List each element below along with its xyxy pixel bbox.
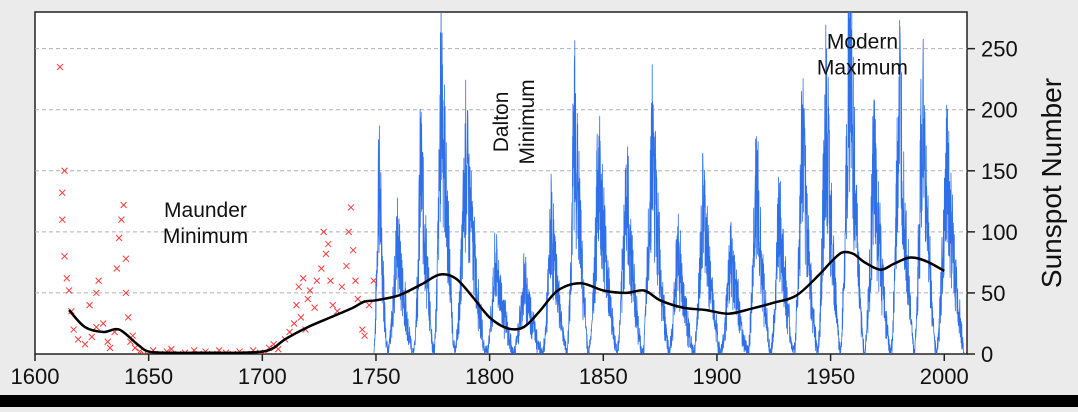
observation-mark	[347, 204, 355, 211]
x-tick-label: 1750	[351, 364, 400, 389]
observation-mark	[124, 314, 132, 321]
smoothed-trend-series	[68, 250, 945, 354]
observation-mark	[70, 326, 77, 333]
x-tick-label: 1800	[465, 364, 514, 389]
y-tick-label: 250	[981, 37, 1018, 62]
observation-mark	[58, 216, 66, 223]
observation-mark	[65, 287, 73, 294]
observation-mark	[115, 234, 123, 242]
observation-mark	[136, 348, 143, 354]
x-tick-label: 1600	[11, 364, 60, 389]
y-tick-label: 200	[981, 98, 1018, 123]
observation-mark	[299, 274, 307, 282]
observation-mark	[95, 277, 103, 285]
observation-mark	[113, 265, 121, 272]
observation-mark	[286, 328, 293, 336]
observation-mark	[295, 283, 303, 291]
observation-mark	[81, 340, 89, 348]
observation-mark	[338, 283, 346, 291]
observation-mark	[349, 246, 357, 254]
observation-mark	[118, 216, 125, 223]
monthly-sunspot-line	[373, 12, 965, 354]
observation-mark	[304, 295, 312, 303]
observation-mark	[320, 228, 328, 236]
y-axis: 0 50 100 150 200 250	[967, 37, 1018, 367]
observation-mark	[329, 301, 337, 309]
monthly-sunspot-series	[373, 12, 965, 354]
observation-mark	[361, 332, 368, 340]
observation-mark	[61, 167, 68, 175]
observation-mark	[61, 252, 68, 260]
annotations: Maunder Minimum Dalton Minimum Modern Maximum	[163, 31, 908, 249]
observation-mark	[354, 295, 362, 303]
observation-mark	[311, 304, 318, 311]
observation-mark	[365, 301, 373, 309]
x-tick-label: 1950	[806, 364, 855, 389]
y-axis-label: Sunspot Number	[1036, 78, 1067, 288]
observation-mark	[306, 287, 314, 294]
annotation-label: Dalton Minimum	[490, 79, 539, 164]
annotation-label: Modern Maximum	[817, 31, 908, 80]
observation-mark	[99, 320, 107, 327]
observation-mark	[297, 314, 305, 321]
observation-mark	[56, 63, 64, 71]
observation-mark	[293, 301, 300, 309]
observation-mark	[327, 277, 334, 285]
x-tick-label: 1700	[238, 364, 287, 389]
plot-content: Maunder Minimum Dalton Minimum Modern Maximum	[56, 12, 965, 354]
y-tick-label: 100	[981, 220, 1018, 245]
observation-mark	[122, 255, 130, 263]
observation-mark	[370, 277, 378, 285]
observation-mark	[63, 274, 71, 282]
observation-mark	[120, 201, 128, 209]
observation-mark	[358, 326, 366, 333]
x-tick-label: 1900	[692, 364, 741, 389]
bottom-bar	[0, 395, 1078, 407]
observation-mark	[88, 333, 96, 341]
observation-mark	[74, 335, 82, 343]
observation-mark	[93, 323, 100, 331]
observation-mark	[122, 289, 130, 297]
x-tick-label: 2000	[920, 364, 969, 389]
observation-mark	[313, 277, 321, 285]
smoothed-trend-line	[68, 250, 945, 354]
observation-mark	[290, 320, 298, 327]
y-tick-label: 50	[981, 281, 1005, 306]
y-tick-label: 0	[981, 342, 993, 367]
y-tick-label: 150	[981, 159, 1018, 184]
observation-mark	[104, 338, 112, 346]
observation-mark	[93, 289, 100, 297]
observation-mark	[352, 277, 359, 285]
x-tick-label: 1850	[579, 364, 628, 389]
observation-mark	[58, 189, 66, 197]
x-tick-label: 1650	[124, 364, 173, 389]
observation-mark	[131, 344, 139, 352]
x-axis: 1600 1650 1700 1750 1800 1850 1900 1950 2000	[11, 354, 969, 389]
observation-mark	[345, 228, 353, 236]
observation-mark	[324, 240, 332, 248]
observation-mark	[86, 301, 93, 309]
annotation-label: Maunder Minimum	[163, 199, 248, 248]
observation-mark	[168, 345, 175, 353]
observation-mark	[343, 262, 350, 270]
observation-mark	[322, 250, 330, 258]
observation-mark	[106, 344, 114, 352]
observation-mark	[318, 265, 325, 272]
